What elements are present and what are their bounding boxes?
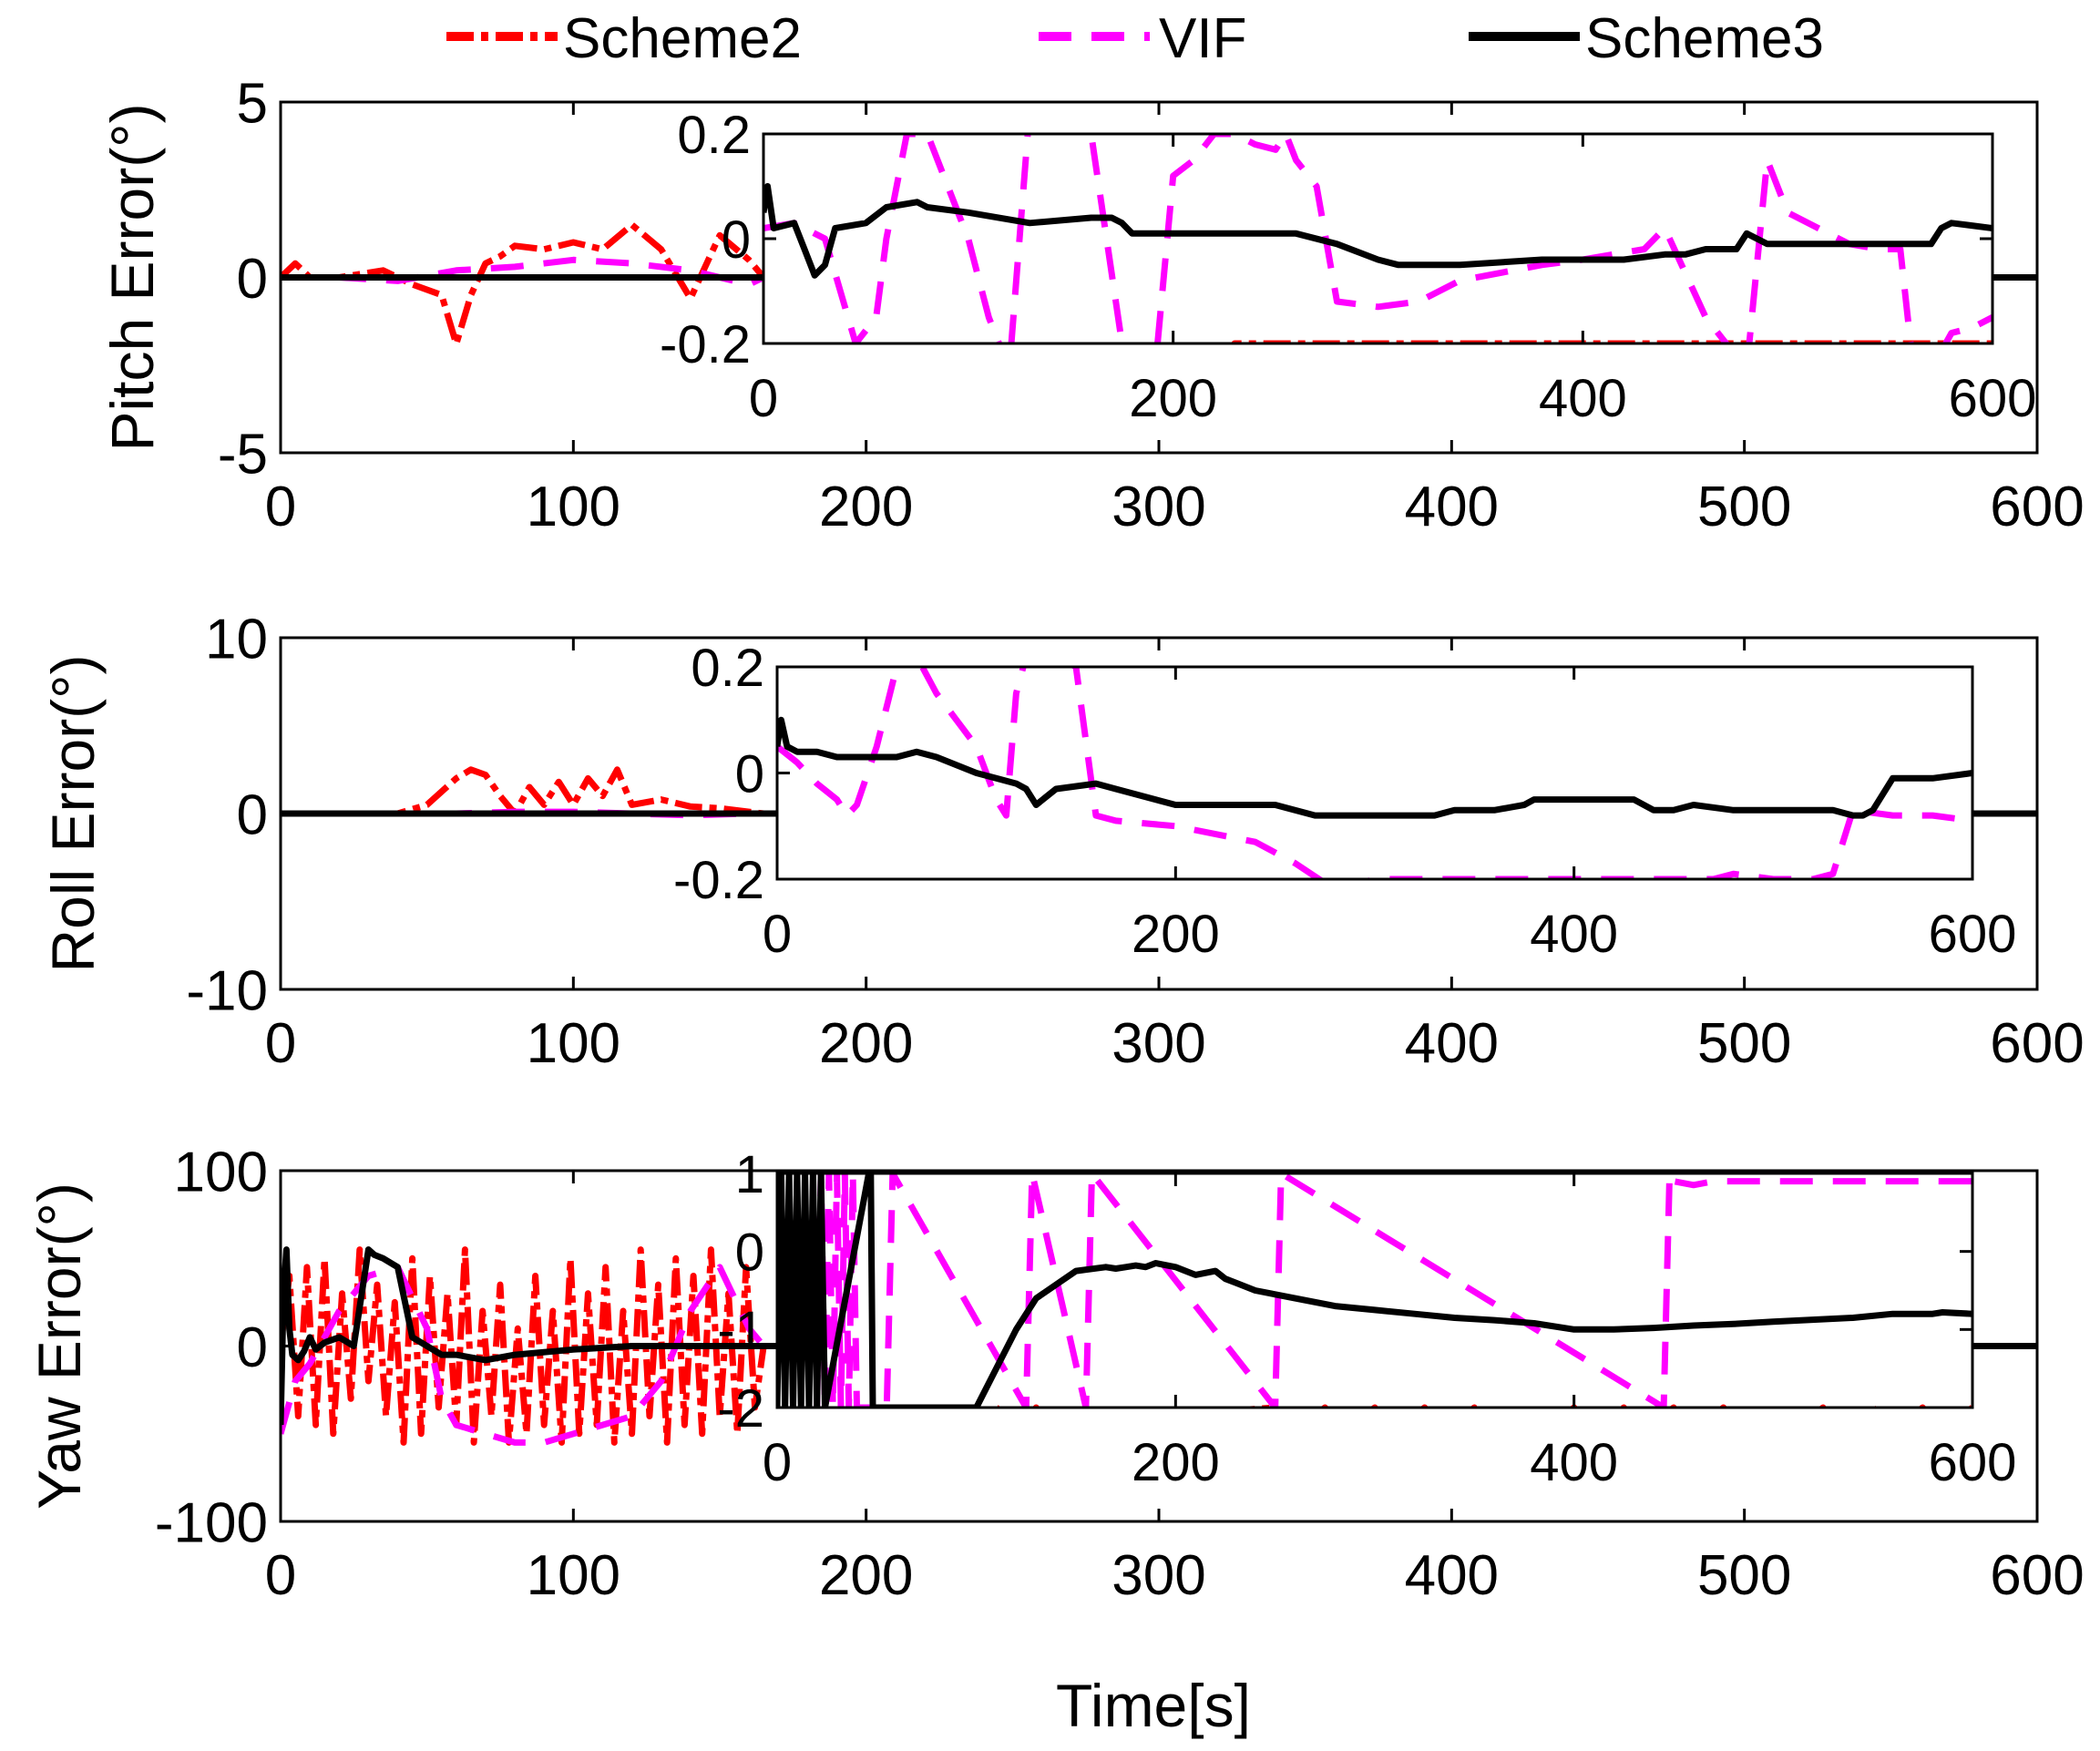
yaw-inset-ytick-label: -1: [717, 1301, 764, 1360]
roll-inset-xtick-label: 400: [1530, 905, 1618, 964]
pitch-inset-series-vif: [763, 134, 1992, 343]
roll-main-xtick-label: 400: [1405, 1012, 1499, 1075]
roll-inset-xtick-label: 600: [1929, 905, 2017, 964]
yaw-main-xtick-label: 400: [1405, 1544, 1499, 1607]
roll-main-xtick-label: 500: [1697, 1012, 1791, 1075]
roll-inset-series-scheme3: [777, 716, 1972, 819]
x-axis-label: Time[s]: [1056, 1672, 1251, 1739]
roll-main-series-scheme2: [281, 766, 2037, 817]
yaw-main-ytick-label: 100: [174, 1141, 268, 1203]
roll-y-axis-label: Roll Error(°): [39, 654, 107, 972]
pitch-main-xtick-label: 500: [1697, 476, 1791, 538]
yaw-inset-series-group: [777, 1173, 1972, 1408]
yaw-main-xtick-label: 0: [265, 1544, 296, 1607]
yaw-y-axis-label: Yaw Error(°): [26, 1183, 93, 1510]
yaw-inset-ytick-label: 0: [735, 1224, 764, 1283]
yaw-inset-series-scheme3: [777, 1173, 1972, 1408]
yaw-main-series-scheme3: [281, 1246, 2037, 1426]
yaw-main-xtick-label: 200: [819, 1544, 913, 1607]
roll-inset-xtick-label: 0: [763, 905, 792, 964]
roll-main-ytick-label: -10: [186, 959, 268, 1022]
yaw-main-ytick-label: 0: [237, 1316, 268, 1379]
pitch-inset-ytick-label: 0.2: [677, 106, 751, 165]
roll-main-ytick-label: 0: [237, 783, 268, 846]
yaw-inset-frame: [775, 1172, 1974, 1409]
yaw-main-xtick-label: 100: [527, 1544, 620, 1607]
roll-inset-ytick-label: 0: [735, 744, 764, 804]
pitch-inset-background: [763, 134, 1992, 343]
roll-main-ytick-label: 10: [205, 608, 268, 671]
pitch-main-xtick-label: 300: [1111, 476, 1205, 538]
yaw-main-series-group: [281, 1246, 2037, 1446]
yaw-main-ytick-label: -100: [155, 1491, 268, 1554]
roll-main-series-group: [281, 766, 2037, 819]
yaw-main-series-vif: [281, 1264, 766, 1446]
pitch-main-xtick-label: 400: [1405, 476, 1499, 538]
yaw-inset-ytick-label: 1: [735, 1145, 764, 1204]
pitch-inset-ytick-label: -0.2: [660, 315, 751, 374]
pitch-main-xtick-label: 100: [527, 476, 620, 538]
roll-inset-ytick-label: 0.2: [691, 639, 764, 698]
pitch-inset-ytick-label: 0: [722, 210, 751, 270]
pitch-main-xtick-label: 200: [819, 476, 913, 538]
roll-inset-background: [777, 667, 1972, 879]
yaw-inset-ytick-label: -2: [717, 1379, 764, 1439]
legend-label-vif: VIF: [1159, 7, 1246, 70]
pitch-inset-xtick-label: 600: [1949, 369, 2037, 428]
roll-main-xtick-label: 0: [265, 1012, 296, 1075]
yaw-inset-xtick-label: 0: [763, 1433, 792, 1492]
yaw-inset-xtick-label: 400: [1530, 1433, 1618, 1492]
yaw-inset-background: [777, 1173, 1972, 1408]
pitch-main-xtick-label: 600: [1990, 476, 2084, 538]
pitch-main-ytick-label: -5: [218, 423, 268, 486]
legend-label-scheme2: Scheme2: [563, 7, 802, 70]
roll-inset-series-vif: [777, 667, 1972, 879]
pitch-inset-series-scheme3: [763, 183, 1992, 279]
pitch-main-ytick-label: 5: [237, 72, 268, 135]
pitch-main-series-group: [281, 221, 2037, 348]
roll-inset-xtick-label: 200: [1132, 905, 1220, 964]
roll-main-xtick-label: 600: [1990, 1012, 2084, 1075]
pitch-inset-xtick-label: 200: [1129, 369, 1217, 428]
roll-inset-ytick-label: -0.2: [673, 851, 764, 910]
yaw-main-xtick-label: 500: [1697, 1544, 1791, 1607]
roll-inset-series-group: [777, 667, 1972, 879]
pitch-main-xtick-label: 0: [265, 476, 296, 538]
pitch-inset-xtick-label: 400: [1539, 369, 1627, 428]
pitch-main-series-scheme2: [281, 221, 2037, 348]
yaw-inset-xtick-label: 600: [1929, 1433, 2017, 1492]
pitch-inset-series-group: [763, 134, 1992, 343]
yaw-inset-xtick-label: 200: [1132, 1433, 1220, 1492]
pitch-inset-xtick-label: 0: [749, 369, 778, 428]
legend-label-scheme3: Scheme3: [1585, 7, 1824, 70]
yaw-inset: 0 200 400 600 1 0 -1 -2: [717, 1145, 2016, 1492]
legend: Scheme2 VIF Scheme3: [446, 7, 1824, 70]
pitch-main-ytick-label: 0: [237, 248, 268, 311]
yaw-main-xtick-label: 600: [1990, 1544, 2084, 1607]
pitch-y-axis-label: Pitch Error(°): [98, 103, 166, 451]
roll-main-xtick-label: 100: [527, 1012, 620, 1075]
roll-main-xtick-label: 200: [819, 1012, 913, 1075]
yaw-main-xtick-label: 300: [1111, 1544, 1205, 1607]
roll-main-xtick-label: 300: [1111, 1012, 1205, 1075]
